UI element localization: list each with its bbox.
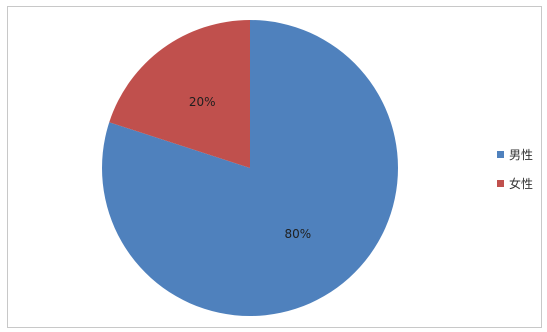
data-label-male: 80% bbox=[285, 227, 312, 241]
pie-slice-female bbox=[109, 20, 250, 168]
chart-legend: 男性 女性 bbox=[497, 148, 533, 191]
slice-labels: 80% 20% bbox=[189, 95, 311, 241]
data-label-female: 20% bbox=[189, 95, 216, 109]
pie-slices bbox=[102, 20, 399, 316]
legend-swatch-female bbox=[497, 180, 504, 187]
pie-slice-male bbox=[102, 20, 399, 316]
legend-swatch-male bbox=[497, 151, 504, 158]
legend-label-male: 男性 bbox=[509, 148, 533, 162]
legend-item-male: 男性 bbox=[497, 148, 533, 162]
legend-item-female: 女性 bbox=[497, 176, 533, 191]
legend-label-female: 女性 bbox=[509, 176, 533, 191]
